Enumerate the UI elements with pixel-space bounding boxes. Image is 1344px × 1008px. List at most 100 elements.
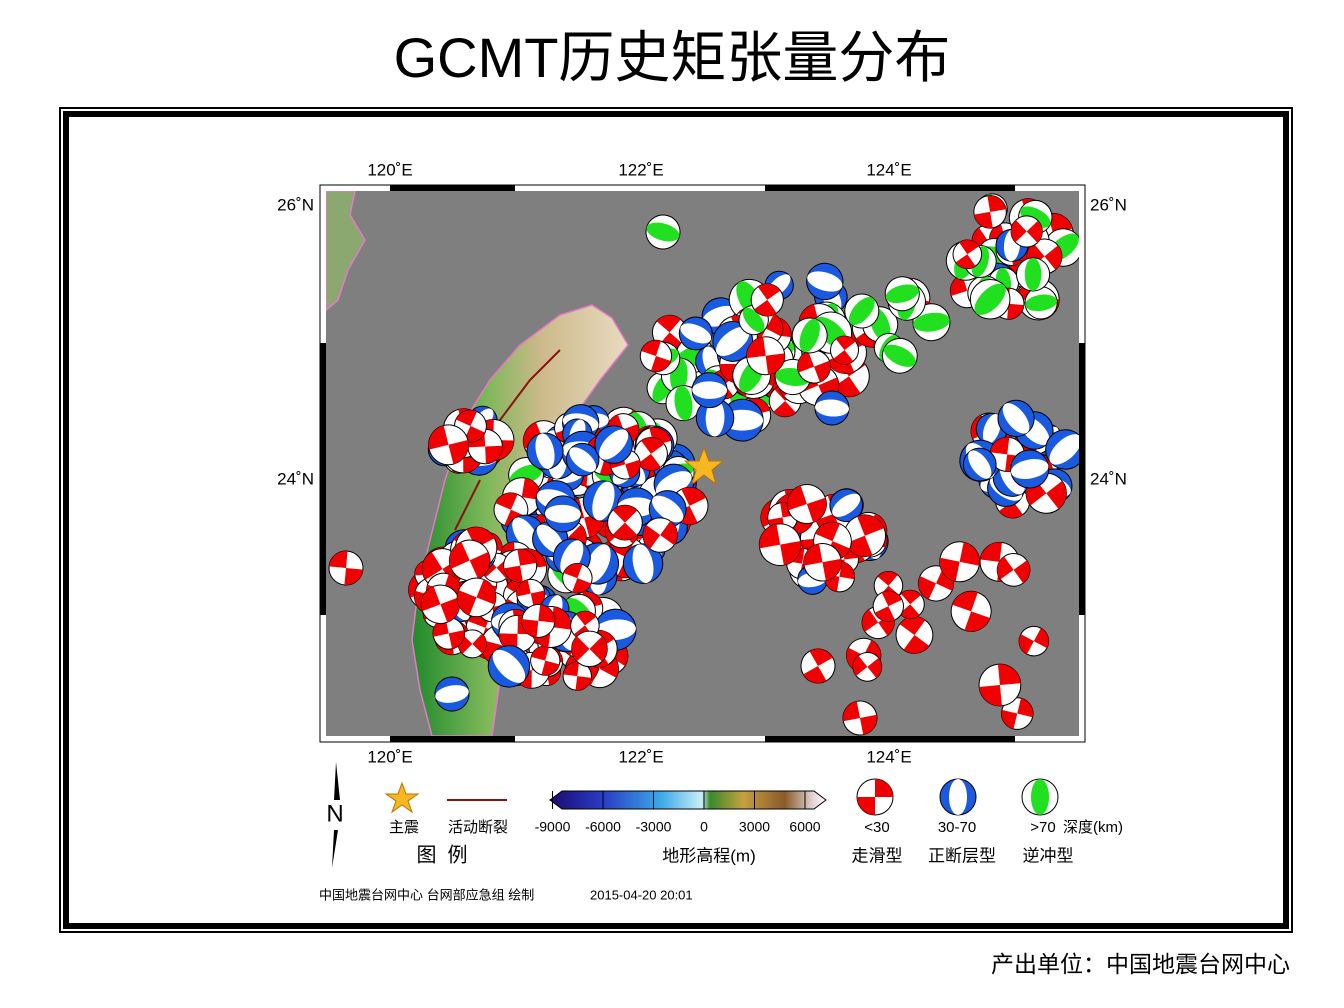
ball-quadrants bbox=[1011, 220, 1043, 243]
credit: 中国地震台网中心 台网部应急组 绘制 bbox=[319, 887, 534, 902]
beachball bbox=[544, 495, 582, 533]
ball-quadrants bbox=[1019, 628, 1049, 655]
beachball bbox=[912, 303, 951, 342]
frame-bar bbox=[320, 343, 326, 615]
ball-lens bbox=[692, 381, 728, 399]
ball-quadrants bbox=[329, 551, 363, 585]
inner-frame bbox=[63, 111, 1289, 929]
beachball bbox=[978, 663, 1022, 707]
beachball bbox=[530, 645, 561, 676]
beachball bbox=[830, 335, 860, 365]
ball-quadrants bbox=[642, 521, 678, 549]
ball-quadrants bbox=[815, 522, 850, 560]
ball-lens bbox=[883, 344, 916, 367]
legend-title: 图 例 bbox=[416, 843, 467, 866]
ball-quadrants bbox=[845, 515, 885, 557]
ball-quadrants bbox=[759, 524, 801, 566]
ball-lens bbox=[560, 540, 584, 575]
ball-quadrants bbox=[952, 591, 991, 632]
beachball bbox=[973, 195, 1007, 229]
ball-quadrants bbox=[939, 542, 980, 582]
ball-lens bbox=[651, 495, 684, 523]
ball-lens bbox=[599, 429, 629, 460]
colorbar-title: 地形高程(m) bbox=[662, 846, 755, 865]
beachball bbox=[1000, 697, 1034, 730]
lon-label: 120˚E bbox=[367, 160, 412, 179]
lon-label: 122˚E bbox=[618, 160, 663, 179]
ball-lens bbox=[742, 307, 765, 333]
beachball bbox=[521, 603, 556, 638]
beachball bbox=[852, 651, 883, 682]
depth-unit: 深度(km) bbox=[1063, 819, 1123, 836]
beachball bbox=[750, 283, 784, 317]
ball-lens bbox=[1025, 294, 1058, 312]
beachball bbox=[456, 577, 497, 618]
beachball bbox=[939, 778, 977, 816]
ball-quadrants bbox=[824, 561, 855, 592]
beachball bbox=[969, 278, 1011, 320]
beachball bbox=[746, 336, 786, 376]
beachball bbox=[1024, 286, 1058, 320]
lon-label: 120˚E bbox=[367, 747, 412, 766]
ball-quadrants bbox=[573, 611, 597, 640]
beachball bbox=[607, 504, 643, 541]
ball-lens bbox=[492, 649, 526, 683]
frame-ticks bbox=[320, 185, 1085, 742]
beachball bbox=[503, 548, 538, 583]
frame-bar bbox=[765, 185, 1015, 191]
ball-lens bbox=[815, 399, 849, 417]
beachball bbox=[950, 590, 992, 632]
frame-bar bbox=[390, 736, 515, 742]
timestamp: 2015-04-20 20:01 bbox=[590, 887, 693, 902]
ball-quadrants bbox=[428, 425, 469, 465]
ball-quadrants bbox=[874, 591, 903, 622]
lat-label: 26˚N bbox=[1090, 195, 1127, 214]
ball-quadrants bbox=[899, 616, 930, 654]
ball-quadrants bbox=[746, 336, 785, 375]
ball-quadrants bbox=[857, 779, 893, 815]
ball-quadrants bbox=[656, 315, 683, 350]
outer-frame bbox=[59, 107, 1293, 933]
beachball bbox=[594, 425, 633, 464]
ball-lens bbox=[655, 471, 692, 497]
beachball bbox=[428, 424, 469, 466]
map-area bbox=[326, 191, 1079, 736]
mechanism-label: 走滑型 bbox=[852, 846, 903, 865]
title: GCMT历史矩张量分布 bbox=[394, 26, 951, 89]
beachball bbox=[844, 293, 880, 329]
beachball bbox=[856, 778, 894, 816]
ball-quadrants bbox=[853, 655, 882, 679]
lon-label: 124˚E bbox=[866, 160, 911, 179]
beachball bbox=[420, 584, 461, 625]
frame-bar bbox=[765, 736, 1015, 742]
ball-quadrants bbox=[803, 649, 833, 683]
beachball bbox=[791, 317, 828, 354]
ball-quadrants bbox=[1001, 698, 1033, 729]
north-label: N bbox=[326, 800, 343, 827]
beachball bbox=[1010, 215, 1043, 248]
legend: N 主震 活动断裂 图 例 -9000 -6000 -3000 0 3000 6000 地… bbox=[326, 762, 1123, 868]
ball-quadrants bbox=[979, 664, 1021, 706]
beachball bbox=[691, 372, 728, 409]
beachball bbox=[678, 316, 713, 351]
beachball bbox=[1010, 449, 1050, 489]
beachball bbox=[565, 442, 600, 477]
north-arrow bbox=[332, 762, 340, 868]
ball-quadrants bbox=[563, 661, 592, 691]
legend-star bbox=[384, 781, 420, 814]
ball-lens bbox=[1002, 403, 1030, 434]
ball-quadrants bbox=[862, 609, 895, 636]
beachball bbox=[571, 630, 608, 668]
beachball bbox=[1016, 257, 1051, 292]
ball-lens bbox=[435, 685, 469, 703]
lon-labels: 120˚E 122˚E 124˚E 120˚E 122˚E 124˚E 26˚N… bbox=[277, 160, 1127, 766]
beachball bbox=[842, 700, 878, 736]
ball-lens bbox=[949, 779, 967, 815]
ball-lens bbox=[674, 385, 693, 421]
ball-quadrants bbox=[563, 563, 592, 593]
legend-beachballs bbox=[856, 778, 1059, 816]
beachballs bbox=[328, 193, 1079, 736]
ball-lens bbox=[1031, 779, 1049, 815]
beachball bbox=[996, 553, 1031, 587]
